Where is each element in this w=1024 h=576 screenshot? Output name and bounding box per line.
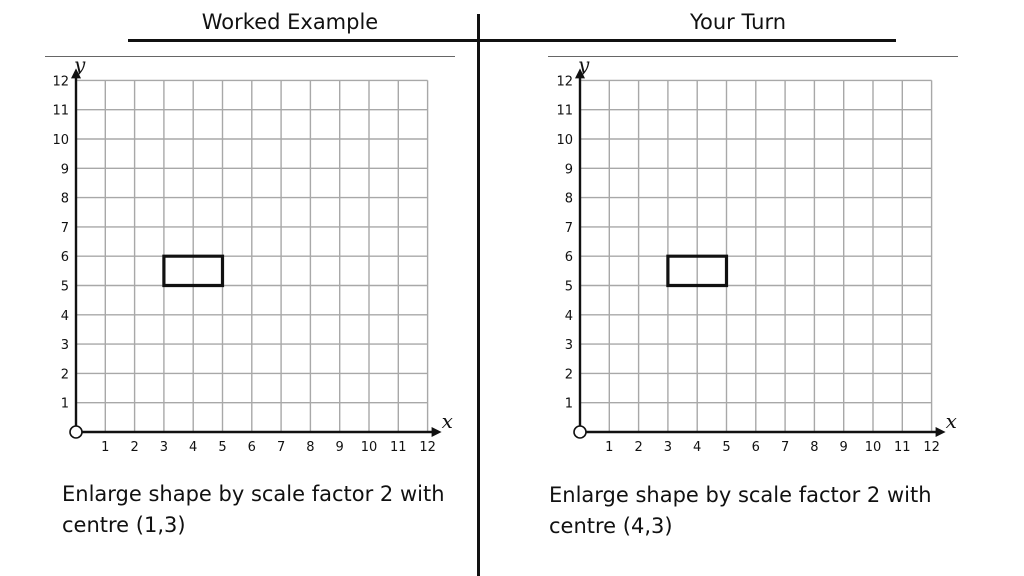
y-tick-label: 6 (61, 250, 69, 265)
worked-example-instruction: Enlarge shape by scale factor 2 with cen… (62, 479, 462, 541)
x-tick-label: 10 (361, 440, 378, 455)
x-tick-label: 3 (664, 440, 672, 455)
rectangle-shape (666, 254, 729, 288)
x-tick-label: 1 (605, 440, 613, 455)
y-tick-label: 11 (556, 104, 573, 119)
y-axis-arrow (575, 68, 585, 79)
x-tick-label: 12 (923, 440, 940, 455)
worked-example-heading: Worked Example (201, 10, 379, 34)
x-tick-label: 11 (894, 440, 911, 455)
heading-underline-right (480, 39, 896, 42)
x-axis-label: x (946, 409, 957, 433)
y-axis-label: y (73, 52, 86, 76)
y-tick-label: 7 (565, 221, 573, 236)
rectangle-shape (162, 254, 225, 288)
y-tick-label: 8 (565, 192, 573, 207)
your-turn-heading: Your Turn (689, 10, 787, 34)
y-tick-label: 3 (61, 338, 69, 353)
x-tick-label: 10 (865, 440, 882, 455)
grid-top-line-left (45, 56, 455, 57)
x-tick-label: 8 (306, 440, 314, 455)
y-tick-label: 10 (556, 133, 573, 148)
x-tick-label: 11 (390, 440, 407, 455)
y-axis-arrow (71, 68, 81, 79)
x-tick-label: 9 (840, 440, 848, 455)
y-tick-label: 5 (61, 280, 69, 295)
y-tick-label: 12 (556, 74, 573, 89)
x-tick-label: 4 (189, 440, 197, 455)
x-tick-label: 5 (218, 440, 226, 455)
x-axis-arrow (935, 427, 946, 437)
x-tick-label: 9 (336, 440, 344, 455)
x-axis-arrow (431, 427, 442, 437)
origin-marker (573, 425, 587, 439)
y-axis-label: y (577, 52, 590, 76)
origin-marker (69, 425, 83, 439)
column-divider (477, 14, 480, 576)
y-tick-label: 1 (61, 397, 69, 412)
y-tick-label: 7 (61, 221, 69, 236)
heading-underline-left (128, 39, 478, 42)
x-tick-label: 2 (634, 440, 642, 455)
y-tick-label: 4 (565, 309, 573, 324)
x-tick-label: 6 (248, 440, 256, 455)
x-tick-label: 7 (781, 440, 789, 455)
x-tick-label: 8 (810, 440, 818, 455)
y-tick-label: 9 (61, 162, 69, 177)
y-tick-label: 8 (61, 192, 69, 207)
x-tick-label: 4 (693, 440, 701, 455)
x-tick-label: 6 (752, 440, 760, 455)
y-tick-label: 10 (52, 133, 69, 148)
y-tick-label: 2 (565, 367, 573, 382)
y-tick-label: 2 (61, 367, 69, 382)
x-tick-label: 3 (160, 440, 168, 455)
x-axis-label: x (442, 409, 453, 433)
instruction-line-1: Enlarge shape by scale factor 2 with (549, 483, 932, 507)
y-tick-label: 6 (565, 250, 573, 265)
grid-top-line-right (548, 56, 958, 57)
y-tick-label: 9 (565, 162, 573, 177)
instruction-line-2: centre (1,3) (62, 513, 186, 537)
y-tick-label: 12 (52, 74, 69, 89)
x-tick-label: 5 (722, 440, 730, 455)
x-tick-label: 12 (419, 440, 436, 455)
y-tick-label: 3 (565, 338, 573, 353)
instruction-line-2: centre (4,3) (549, 514, 673, 538)
x-tick-label: 7 (277, 440, 285, 455)
y-tick-label: 4 (61, 309, 69, 324)
y-tick-label: 5 (565, 280, 573, 295)
instruction-line-1: Enlarge shape by scale factor 2 with (62, 482, 445, 506)
y-tick-label: 1 (565, 397, 573, 412)
your-turn-instruction: Enlarge shape by scale factor 2 with cen… (549, 480, 949, 542)
x-tick-label: 1 (101, 440, 109, 455)
x-tick-label: 2 (130, 440, 138, 455)
y-tick-label: 11 (52, 104, 69, 119)
